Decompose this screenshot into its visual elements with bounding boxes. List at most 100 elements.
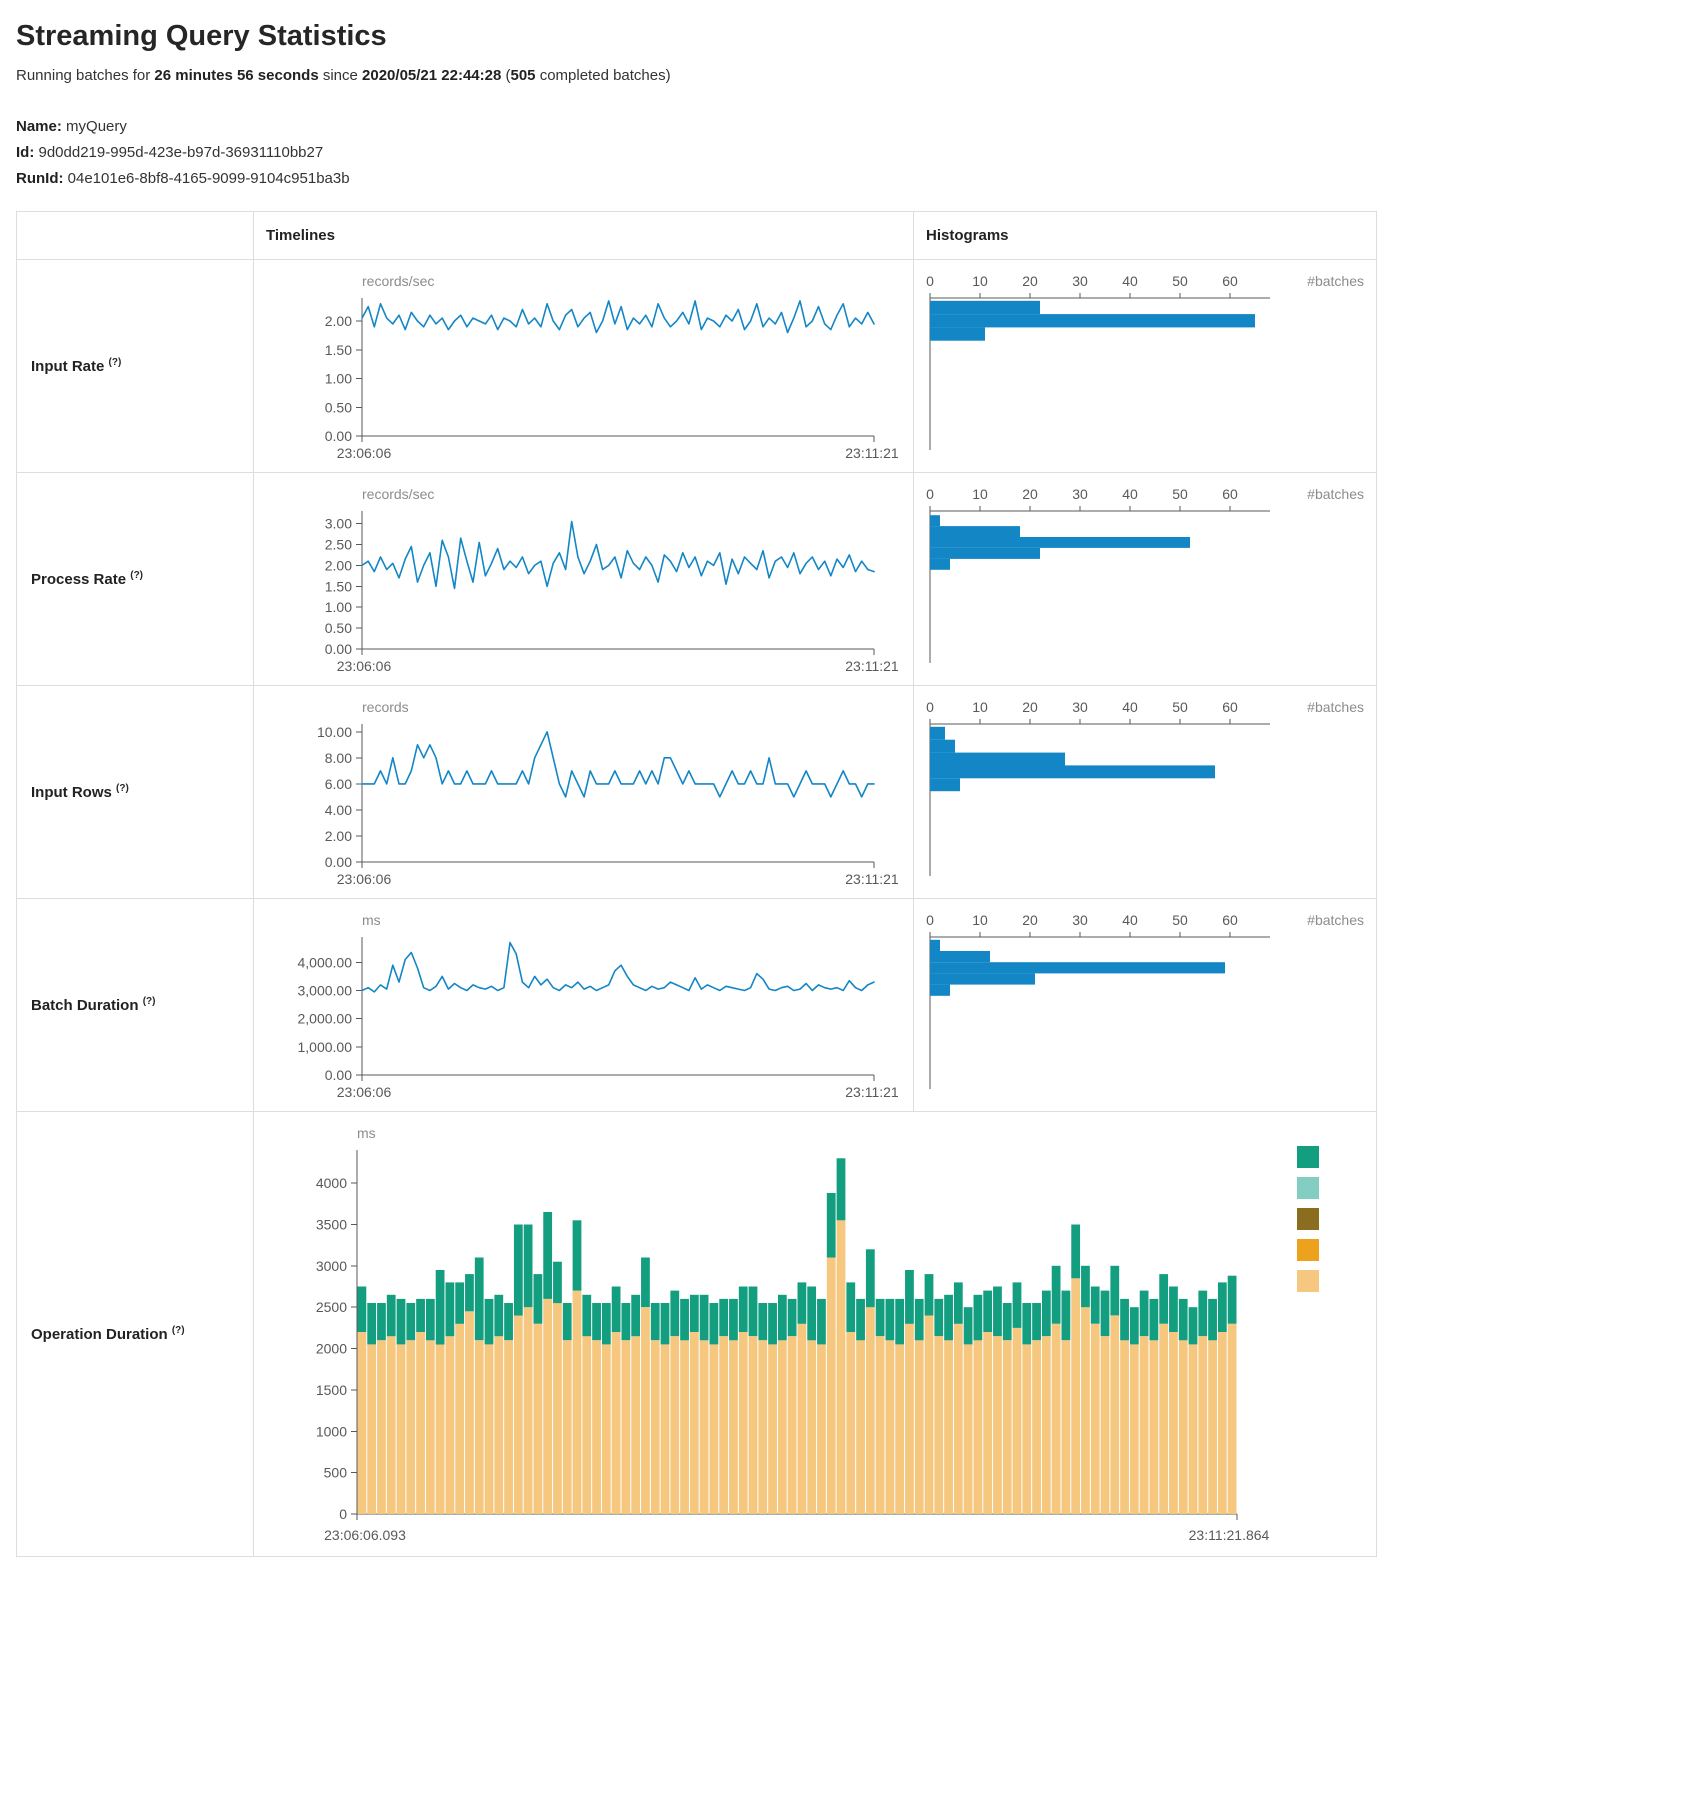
batch-duration-histogram-chart: #batches 0 10 20 30 40 50 60: [926, 912, 1364, 1089]
process-rate-histogram-cell: #batches 0 10 20 30 40 50 60: [913, 472, 1377, 686]
query-id-row: Id: 9d0dd219-995d-423e-b97d-36931110bb27: [16, 144, 1677, 161]
svg-text:records/sec: records/sec: [362, 273, 434, 289]
histograms-column-header: Histograms: [913, 211, 1377, 260]
svg-text:50: 50: [1172, 486, 1188, 502]
svg-text:3500: 3500: [316, 1216, 347, 1232]
help-icon[interactable]: (?): [116, 783, 129, 794]
metric-label-text: Process Rate: [31, 571, 127, 588]
svg-text:#batches: #batches: [1307, 486, 1364, 502]
svg-text:0.00: 0.00: [325, 428, 352, 444]
svg-text:0.50: 0.50: [325, 620, 352, 636]
svg-text:23:06:06: 23:06:06: [337, 1084, 392, 1100]
metric-column-header: [16, 211, 254, 260]
operation-duration-cell: ms 0 500 1000 1500 2000 2500 3000 3500 4000 23:06:…: [253, 1111, 1377, 1557]
input-rate-histogram-chart: #batches 0 10 20 30 40 50 60: [926, 273, 1364, 450]
svg-text:60: 60: [1222, 912, 1238, 928]
table-row-batch-duration: Batch Duration (?) ms 0.00 1,000.00 2,000.0…: [16, 898, 1377, 1112]
batch-duration-timeline-cell: ms 0.00 1,000.00 2,000.00 3,000.00 4,000.00 23…: [253, 898, 914, 1112]
input-rows-histogram-cell: #batches 0 10 20 30 40 50 60: [913, 685, 1377, 899]
running-summary: Running batches for 26 minutes 56 second…: [16, 67, 671, 84]
legend-swatch: [1297, 1146, 1319, 1168]
running-text: Running batches for: [16, 67, 155, 84]
svg-text:40: 40: [1122, 273, 1138, 289]
svg-text:23:11:21: 23:11:21: [845, 1084, 899, 1100]
table-row-operation-duration: Operation Duration (?) ms 0 500 1000 1500 200…: [16, 1111, 1377, 1557]
svg-text:2.00: 2.00: [325, 828, 352, 844]
svg-text:10: 10: [972, 273, 988, 289]
batch-duration-timeline-chart: ms 0.00 1,000.00 2,000.00 3,000.00 4,000.00 23…: [298, 912, 899, 1100]
svg-text:20: 20: [1022, 912, 1038, 928]
svg-text:30: 30: [1072, 486, 1088, 502]
query-runid-label: RunId:: [16, 170, 64, 187]
svg-text:0: 0: [926, 486, 934, 502]
svg-text:ms: ms: [357, 1125, 376, 1141]
svg-text:4000: 4000: [316, 1175, 347, 1191]
input-rows-timeline-chart: records 0.00 2.00 4.00 6.00 8.00 10.00 23:06:06…: [317, 699, 899, 887]
svg-text:0.00: 0.00: [325, 854, 352, 870]
query-meta: Name: myQuery Id: 9d0dd219-995d-423e-b97…: [16, 118, 1677, 187]
svg-text:60: 60: [1222, 699, 1238, 715]
svg-text:20: 20: [1022, 699, 1038, 715]
svg-text:4,000.00: 4,000.00: [298, 954, 353, 970]
svg-text:23:06:06: 23:06:06: [337, 871, 392, 887]
legend-swatch: [1297, 1239, 1319, 1261]
svg-text:50: 50: [1172, 912, 1188, 928]
svg-text:3.00: 3.00: [325, 516, 352, 532]
svg-text:1500: 1500: [316, 1382, 347, 1398]
svg-text:2,000.00: 2,000.00: [298, 1011, 353, 1027]
process-rate-timeline-cell: records/sec 0.00 0.50 1.00 1.50 2.00 2.50 3.00 2…: [253, 472, 914, 686]
svg-text:30: 30: [1072, 273, 1088, 289]
svg-text:23:06:06: 23:06:06: [337, 445, 392, 461]
query-name-label: Name:: [16, 118, 62, 135]
running-since-timestamp: 2020/05/21 22:44:28: [362, 67, 502, 84]
svg-text:0.00: 0.00: [325, 641, 352, 657]
svg-text:30: 30: [1072, 912, 1088, 928]
svg-text:23:06:06: 23:06:06: [337, 658, 392, 674]
operation-duration-chart: ms 0 500 1000 1500 2000 2500 3000 3500 4000 23:06:…: [316, 1125, 1319, 1543]
metric-label-process-rate: Process Rate (?): [16, 472, 254, 686]
query-id-label: Id:: [16, 144, 35, 161]
svg-text:#batches: #batches: [1307, 273, 1364, 289]
svg-text:4.00: 4.00: [325, 802, 352, 818]
input-rate-timeline-cell: records/sec 0.00 0.50 1.00 1.50 2.00 23:06:06 2…: [253, 259, 914, 473]
input-rate-timeline-chart: records/sec 0.00 0.50 1.00 1.50 2.00 23:06:06 2…: [325, 273, 899, 461]
help-icon[interactable]: (?): [108, 357, 122, 368]
query-name-value: myQuery: [66, 118, 127, 135]
svg-text:2.50: 2.50: [325, 536, 352, 552]
svg-text:2.00: 2.00: [325, 313, 352, 329]
svg-text:1.00: 1.00: [325, 599, 352, 615]
svg-text:1.50: 1.50: [325, 578, 352, 594]
completed-batches-count: 505: [510, 67, 536, 84]
svg-text:1.50: 1.50: [325, 342, 352, 358]
svg-text:10: 10: [972, 486, 988, 502]
svg-text:2.00: 2.00: [325, 557, 352, 573]
process-rate-timeline-chart: records/sec 0.00 0.50 1.00 1.50 2.00 2.50 3.00 2…: [325, 486, 899, 674]
svg-text:0: 0: [926, 912, 934, 928]
svg-text:500: 500: [324, 1465, 348, 1481]
help-icon[interactable]: (?): [142, 996, 156, 1007]
svg-text:1.00: 1.00: [325, 371, 352, 387]
process-rate-histogram-chart: #batches 0 10 20 30 40 50 60: [926, 486, 1364, 663]
query-id-value: 9d0dd219-995d-423e-b97d-36931110bb27: [38, 144, 324, 161]
legend-swatch: [1297, 1270, 1319, 1292]
svg-text:0: 0: [926, 699, 934, 715]
help-icon[interactable]: (?): [130, 570, 144, 581]
running-duration: 26 minutes 56 seconds: [154, 67, 319, 84]
metric-label-text: Batch Duration: [31, 997, 139, 1014]
svg-text:records/sec: records/sec: [362, 486, 434, 502]
svg-text:0: 0: [339, 1506, 347, 1522]
svg-text:#batches: #batches: [1307, 699, 1364, 715]
table-row-input-rate: Input Rate (?) records/sec 0.00 0.50 1.00 1.…: [16, 259, 1377, 473]
query-runid-value: 04e101e6-8bf8-4165-9099-9104c951ba3b: [67, 170, 350, 187]
svg-text:6.00: 6.00: [325, 776, 352, 792]
input-rate-histogram-cell: #batches 0 10 20 30 40 50 60: [913, 259, 1377, 473]
legend-swatch: [1297, 1208, 1319, 1230]
table-row-input-rows: Input Rows (?) records 0.00 2.00 4.00 6.00 8.…: [16, 685, 1377, 899]
metric-label-input-rate: Input Rate (?): [16, 259, 254, 473]
timelines-column-header: Timelines: [253, 211, 914, 260]
help-icon[interactable]: (?): [171, 1325, 185, 1336]
query-name-row: Name: myQuery: [16, 118, 1677, 135]
svg-text:40: 40: [1122, 699, 1138, 715]
svg-text:40: 40: [1122, 486, 1138, 502]
svg-text:23:11:21.864: 23:11:21.864: [1189, 1527, 1270, 1543]
